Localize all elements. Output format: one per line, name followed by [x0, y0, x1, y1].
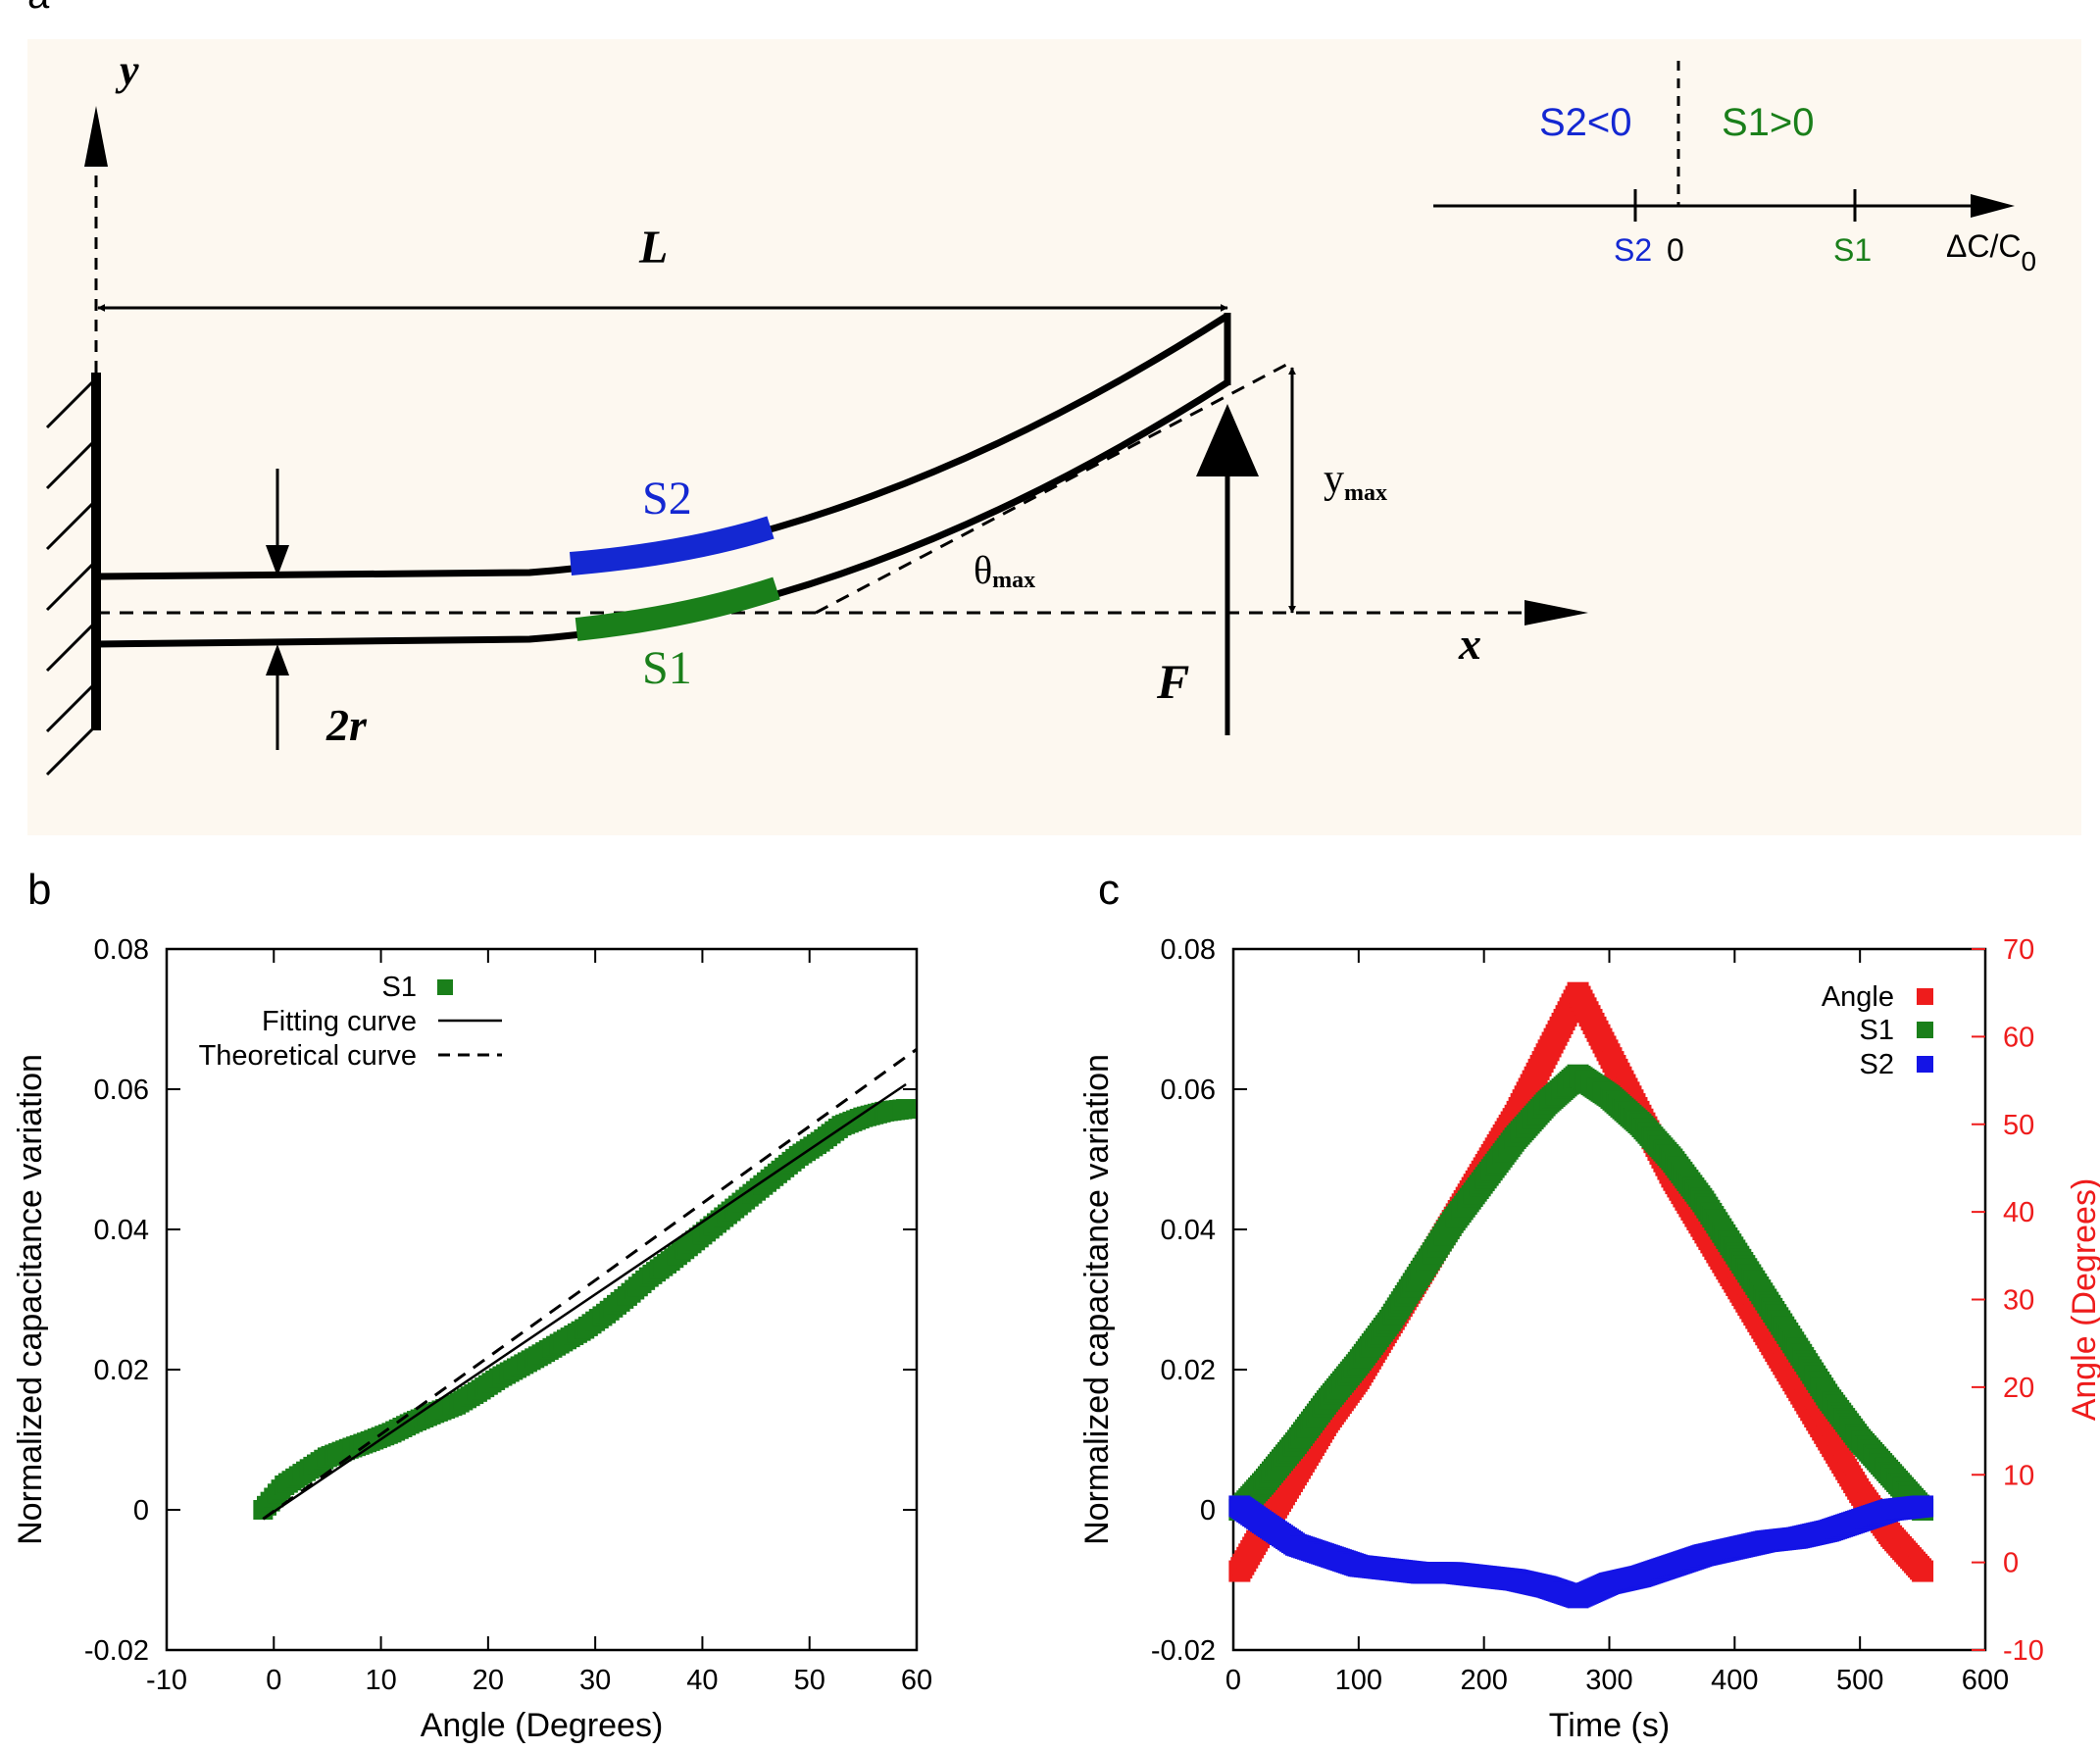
scale-positive-label: S1>0	[1722, 101, 1815, 144]
x-tick-label: 100	[1335, 1665, 1382, 1696]
tangent-line	[815, 363, 1287, 615]
s1-markers	[253, 1099, 917, 1520]
legend-entry-fitting: Fitting curve	[262, 1006, 417, 1037]
x-axis-label: x	[1458, 619, 1481, 669]
x-tick-label: 600	[1962, 1665, 2009, 1696]
x-axis-title: Time (s)	[1549, 1707, 1670, 1744]
sign-scale: S2<0 S1>0 S2 0 S1 ΔC/C0	[1433, 61, 2036, 276]
panel-c: c 0 100 200 300 400 500 600-0.0200.020.040.060…	[1078, 866, 2100, 1744]
scale-axis-label: ΔC/C0	[1946, 228, 2036, 276]
y-axis-title: Normalized capacitance variation	[1078, 1054, 1116, 1545]
chart-c: 0 100 200 300 400 500 600-0.0200.020.040.060.0…	[1078, 934, 2100, 1744]
scale-tick-s2-label: S2	[1614, 232, 1652, 268]
x-tick-label: 200	[1460, 1665, 1507, 1696]
legend-swatch-angle	[1917, 988, 1933, 1005]
force-arrowhead	[1196, 404, 1259, 476]
x-axis-arrowhead	[1525, 600, 1588, 625]
legend-swatch-s1	[437, 979, 453, 995]
x-tick-label: 30	[579, 1665, 611, 1696]
legend-entry-s1: S1	[382, 972, 417, 1003]
length-label: L	[638, 222, 668, 274]
radius-arrowhead-top	[266, 545, 289, 576]
x-tick-label: 500	[1836, 1665, 1883, 1696]
y-axis-title: Normalized capacitance variation	[12, 1054, 49, 1545]
wall-hatching	[45, 376, 98, 776]
legend-entry-s2: S2	[1860, 1049, 1894, 1080]
theta-max-label: θmax	[974, 548, 1035, 593]
theoretical-curve	[262, 1048, 918, 1521]
y-tick-label: 0.04	[1161, 1215, 1216, 1246]
x-axis-title: Angle (Degrees)	[421, 1707, 664, 1744]
y2-tick-label: -10	[2003, 1635, 2044, 1667]
y-tick-label: 0.06	[1161, 1075, 1216, 1106]
scale-arrowhead	[1971, 194, 2015, 218]
y-axis-arrowhead	[84, 106, 108, 167]
y2-tick-label: 10	[2003, 1460, 2034, 1491]
legend-swatch-s2	[1917, 1056, 1933, 1073]
y-tick-label: -0.02	[84, 1635, 149, 1667]
angle-marker	[1912, 1560, 1934, 1582]
y2-tick-label: 70	[2003, 934, 2034, 966]
y-tick-label: -0.02	[1151, 1635, 1216, 1667]
force-label: F	[1156, 654, 1189, 709]
radius-label: 2r	[325, 700, 368, 750]
legend-entry-s1: S1	[1860, 1015, 1894, 1046]
sensor-s2-label: S2	[642, 473, 692, 525]
plot-frame	[165, 947, 919, 1652]
x-tick-label: 50	[794, 1665, 825, 1696]
scale-tick-s1-label: S1	[1833, 232, 1872, 268]
y-tick-label: 0	[133, 1495, 149, 1526]
y-tick-label: 0.06	[94, 1075, 149, 1106]
panel-label-b: b	[27, 866, 51, 914]
diagram-background	[27, 39, 2081, 835]
sensor-s1-label: S1	[642, 642, 692, 694]
chart-b: -10 0 10 20 30 40 50 60 -0.02 0 0.02 0.04 0.06 0.08 An…	[12, 934, 932, 1744]
series-s1	[1228, 1064, 1934, 1521]
fitting-curve	[262, 1082, 907, 1521]
s1-marker	[896, 1099, 917, 1120]
series-s2	[1228, 1495, 1934, 1609]
legend-swatch-s1	[1917, 1022, 1933, 1038]
y2-tick-label: 40	[2003, 1197, 2034, 1228]
s2-marker	[1912, 1495, 1934, 1518]
radius-arrowhead-bottom	[266, 644, 289, 675]
x-tick-label: 400	[1711, 1665, 1758, 1696]
panel-a: a y x L S2 S1	[27, 0, 2081, 835]
panel-b: b -10 0 10 20 30 40 50 60 -0.02 0 0.02 0.04 0.06 0.08…	[12, 866, 932, 1744]
scale-negative-label: S2<0	[1539, 101, 1632, 144]
x-tick-label: 20	[473, 1665, 504, 1696]
sensor-s1	[575, 576, 780, 641]
y-axis-label: y	[115, 46, 139, 94]
y2-tick-label: 50	[2003, 1110, 2034, 1141]
legend-entry-theoretical: Theoretical curve	[199, 1040, 417, 1072]
x-tick-label: -10	[146, 1665, 187, 1696]
y2-tick-label: 0	[2003, 1548, 2019, 1579]
y2-tick-label: 30	[2003, 1285, 2034, 1317]
panel-label-a: a	[27, 0, 50, 17]
y-tick-label: 0.08	[1161, 934, 1216, 966]
y-tick-label: 0.02	[1161, 1355, 1216, 1386]
y2-axis-title: Angle (Degrees)	[2066, 1178, 2100, 1422]
y2-tick-label: 20	[2003, 1373, 2034, 1404]
y-tick-label: 0.04	[94, 1215, 149, 1246]
y-tick-label: 0.02	[94, 1355, 149, 1386]
x-tick-label: 0	[266, 1665, 281, 1696]
y-tick-label: 0.08	[94, 934, 149, 966]
x-tick-label: 10	[365, 1665, 396, 1696]
x-tick-label: 40	[686, 1665, 718, 1696]
sensor-s2	[569, 516, 775, 575]
x-tick-label: 300	[1585, 1665, 1632, 1696]
legend-entry-angle: Angle	[1822, 981, 1894, 1013]
panel-label-c: c	[1098, 866, 1120, 914]
y2-tick-label: 60	[2003, 1022, 2034, 1053]
x-tick-label: 60	[901, 1665, 932, 1696]
scale-tick-zero-label: 0	[1667, 232, 1684, 268]
y-tick-label: 0	[1200, 1495, 1216, 1526]
ymax-label: ymax	[1324, 457, 1387, 506]
x-tick-label: 0	[1225, 1665, 1241, 1696]
